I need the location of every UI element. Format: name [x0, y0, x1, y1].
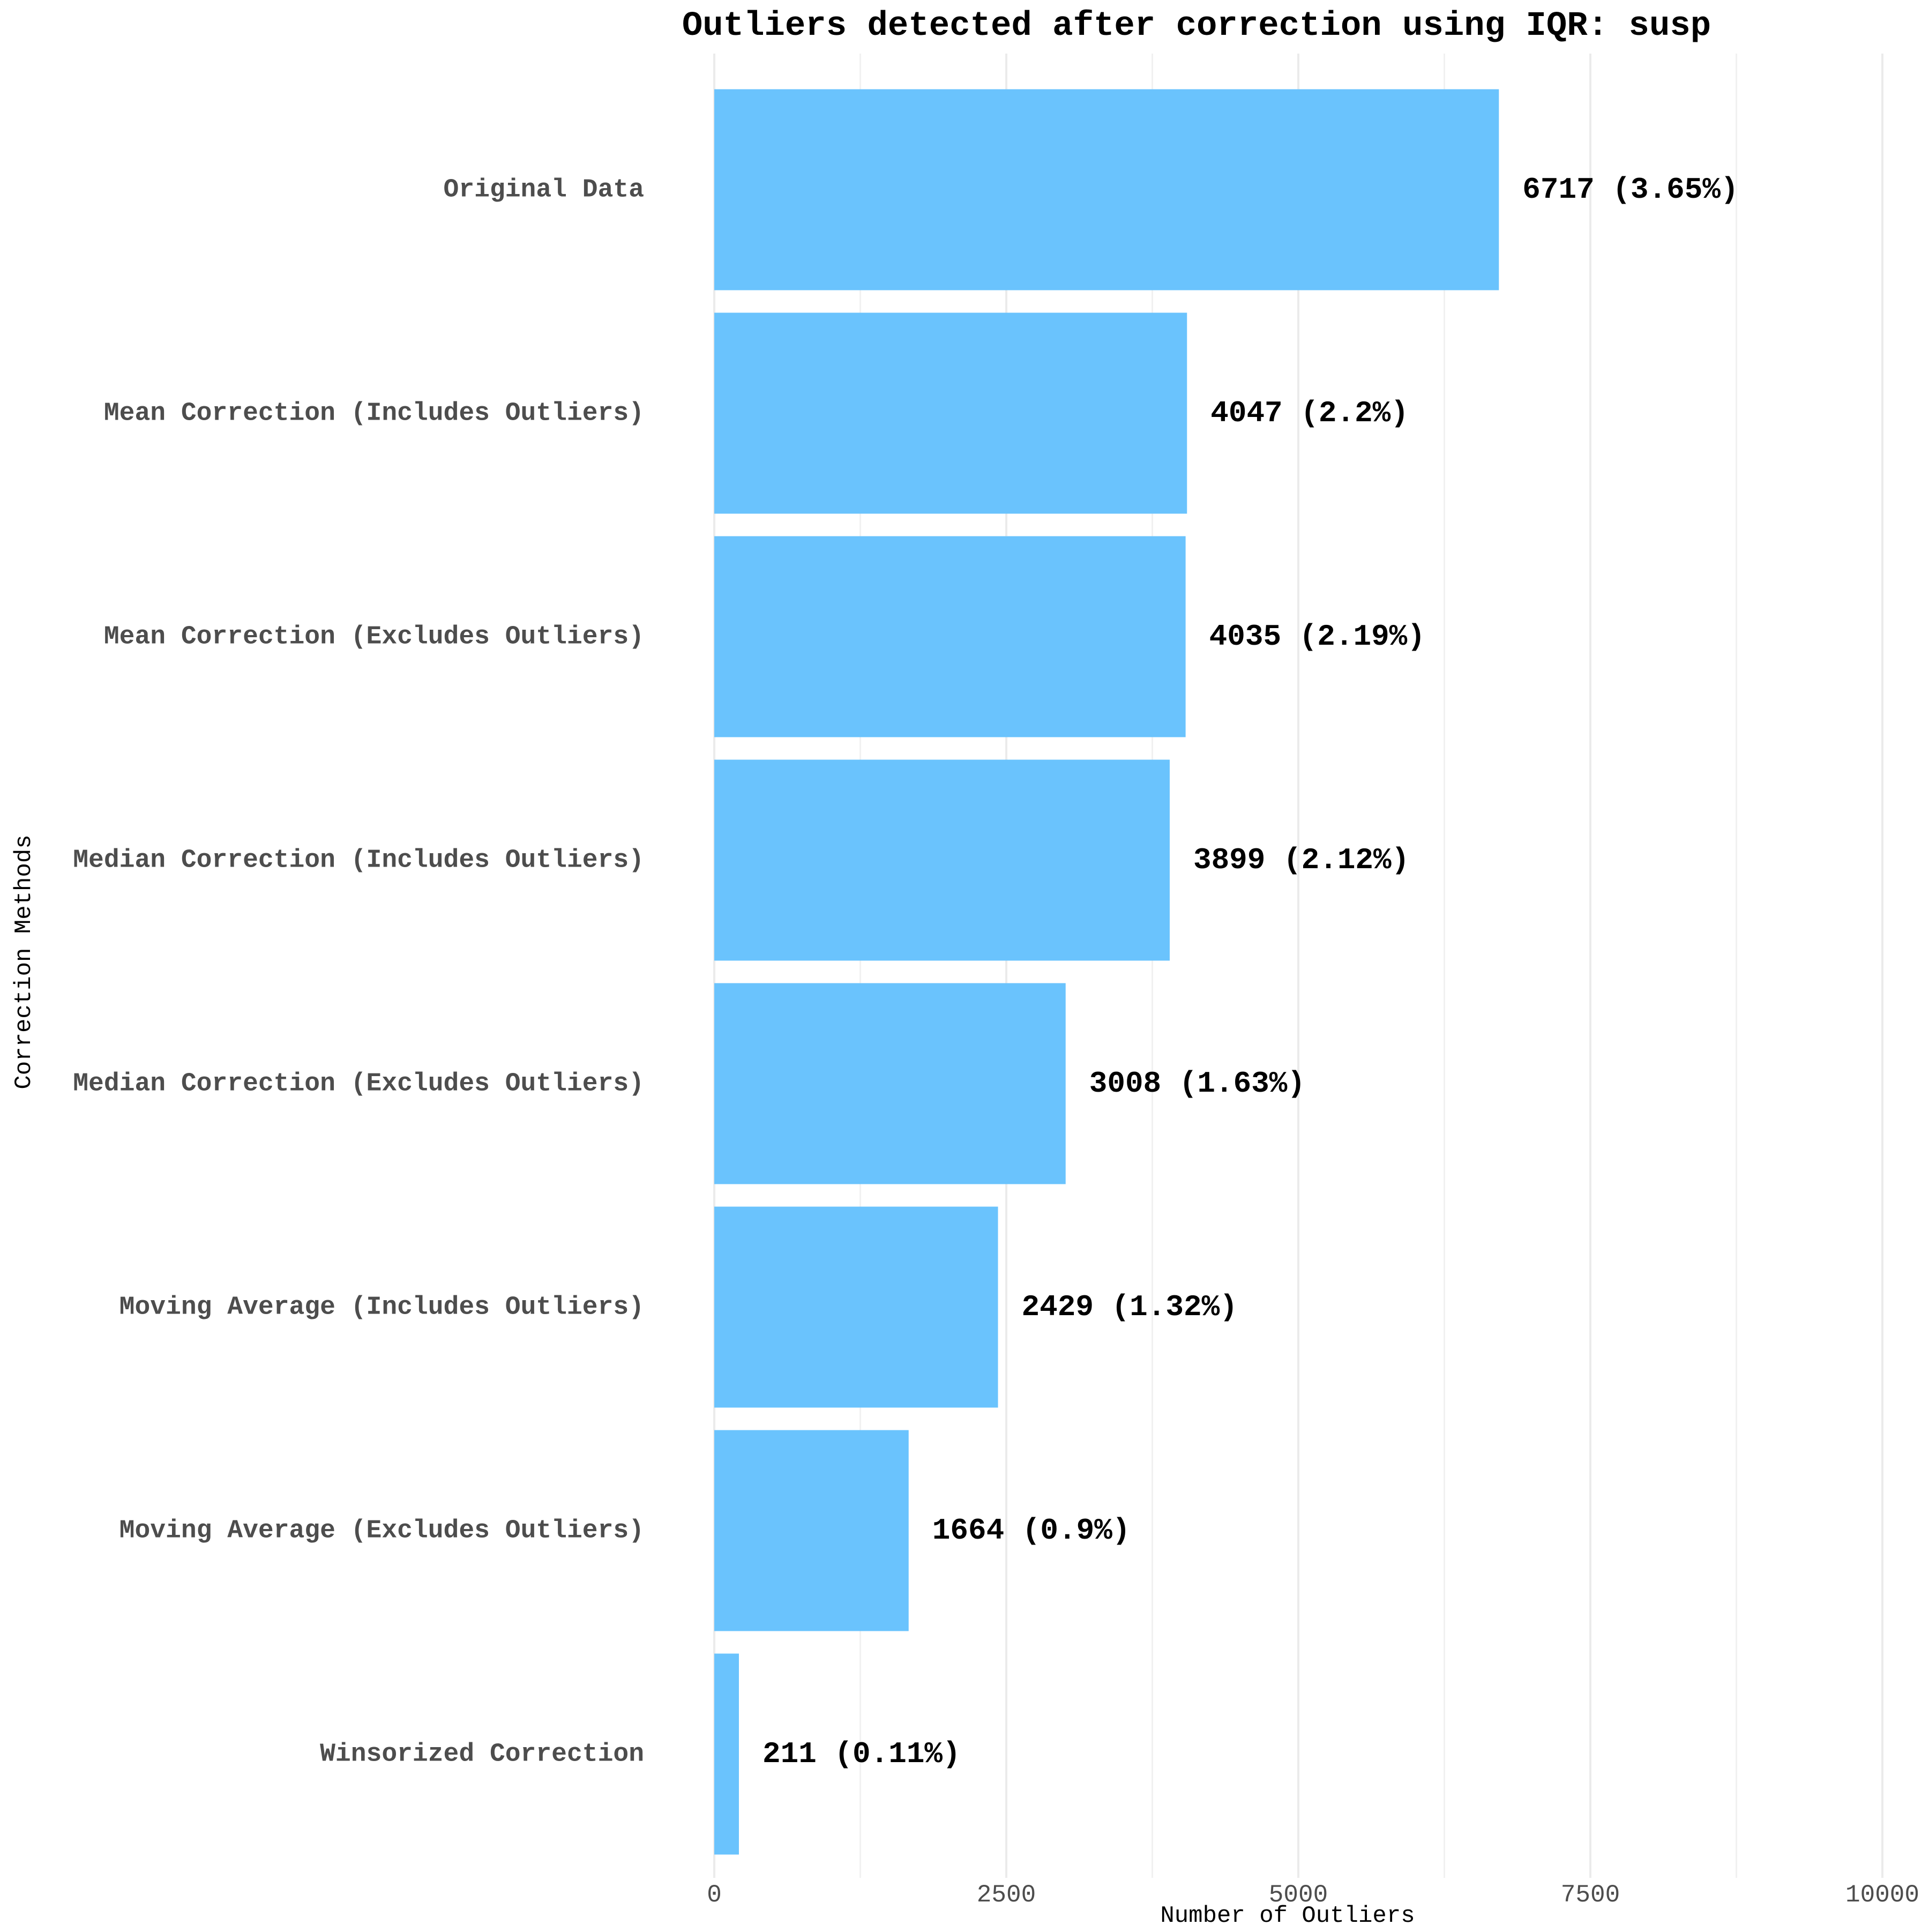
- data-label: 2429 (1.32%): [1022, 1290, 1238, 1324]
- x-tick-labels: 0 2500 5000 7500 10000: [707, 1881, 1919, 1909]
- y-axis-title: Correction Methods: [11, 834, 38, 1089]
- bar: [714, 1206, 998, 1408]
- category-label: Mean Correction (Excludes Outliers): [104, 623, 644, 652]
- bar: [714, 1430, 909, 1631]
- bar: [714, 312, 1187, 514]
- category-label: Median Correction (Excludes Outliers): [73, 1070, 644, 1099]
- category-label: Median Correction (Includes Outliers): [73, 846, 644, 875]
- category-labels: Original Data Mean Correction (Includes O…: [73, 176, 644, 1769]
- category-label: Moving Average (Includes Outliers): [119, 1293, 644, 1322]
- category-label: Mean Correction (Includes Outliers): [104, 399, 644, 428]
- x-tick-label: 7500: [1561, 1881, 1620, 1909]
- x-tick-label: 2500: [977, 1881, 1036, 1909]
- x-tick-label: 5000: [1269, 1881, 1328, 1909]
- bar: [714, 1653, 739, 1855]
- data-labels: 6717 (3.65%) 4047 (2.2%) 4035 (2.19%) 3899 …: [762, 173, 1739, 1771]
- data-label: 1664 (0.9%): [932, 1513, 1131, 1548]
- data-label: 6717 (3.65%): [1522, 173, 1738, 207]
- data-label: 4035 (2.19%): [1209, 620, 1425, 654]
- category-label: Original Data: [444, 176, 644, 205]
- bar: [714, 759, 1170, 961]
- chart-title: Outliers detected after correction using…: [682, 7, 1711, 46]
- data-label: 3899 (2.12%): [1193, 843, 1409, 877]
- data-label: 3008 (1.63%): [1089, 1066, 1305, 1101]
- bar: [714, 983, 1066, 1184]
- bars: [714, 89, 1499, 1855]
- category-label: Winsorized Correction: [320, 1740, 644, 1769]
- data-label: 4047 (2.2%): [1210, 396, 1409, 430]
- category-label: Moving Average (Excludes Outliers): [119, 1517, 644, 1546]
- x-tick-label: 10000: [1845, 1881, 1919, 1909]
- bar: [714, 89, 1499, 290]
- x-axis-title: Number of Outliers: [1160, 1903, 1415, 1929]
- bar: [714, 536, 1186, 737]
- data-label: 211 (0.11%): [762, 1737, 961, 1771]
- x-tick-label: 0: [707, 1881, 722, 1909]
